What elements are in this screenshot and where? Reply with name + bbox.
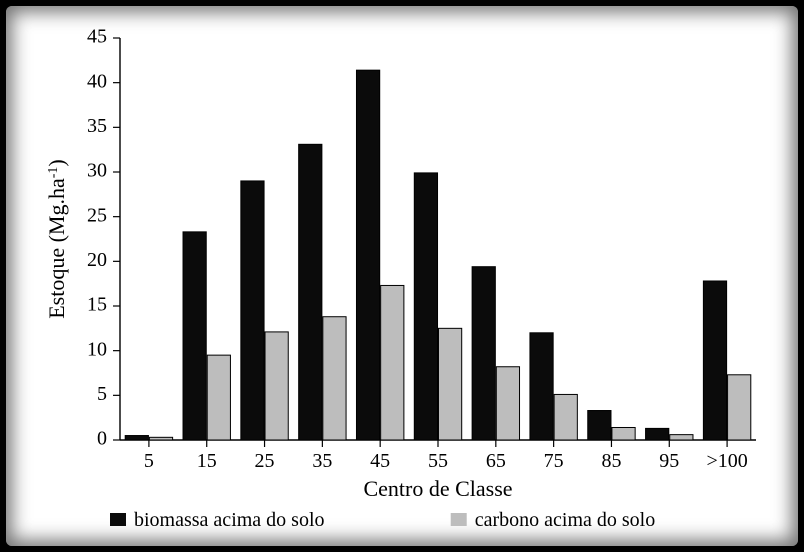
y-tick-label: 25: [87, 204, 107, 226]
bar: [554, 394, 577, 440]
bar: [438, 328, 461, 440]
chart-area: 0 5 10 15 20 25 30 35 40 45 Estoque (Mg.ha-1) 5 15 25…: [34, 28, 770, 532]
x-tick-label: 35: [312, 450, 332, 472]
bar: [646, 428, 669, 440]
bar: [241, 181, 264, 440]
y-tick-label: 40: [87, 70, 107, 92]
x-axis-label: Centro de Classe: [363, 476, 512, 501]
x-tick-label: 65: [486, 450, 506, 472]
y-tick-label: 45: [87, 28, 107, 48]
bar: [728, 375, 751, 440]
legend-label: carbono acima do solo: [475, 509, 655, 526]
bar: [183, 232, 206, 440]
bar: [299, 144, 322, 440]
bar-chart: 0 5 10 15 20 25 30 35 40 45 Estoque (Mg.ha-1) 5 15 25…: [34, 28, 774, 526]
y-axis-label: Estoque (Mg.ha-1): [44, 159, 69, 319]
x-tick-label: 5: [144, 450, 154, 472]
bar: [149, 437, 172, 440]
x-tick-label: 95: [659, 450, 679, 472]
bar: [703, 281, 726, 440]
bar: [588, 411, 611, 440]
x-tick-label: 55: [428, 450, 448, 472]
bar: [265, 332, 288, 440]
y-tick-label: 10: [87, 338, 107, 360]
bar: [414, 173, 437, 440]
bar: [356, 70, 379, 440]
x-tick-label: 25: [255, 450, 275, 472]
bar: [381, 285, 404, 440]
bar: [530, 333, 553, 440]
y-tick-label: 5: [97, 383, 107, 405]
x-tick-label: 85: [601, 450, 621, 472]
legend-swatch: [110, 513, 126, 526]
x-tick-label: 45: [370, 450, 390, 472]
y-tick-label: 0: [97, 428, 107, 450]
legend-swatch: [451, 513, 467, 526]
bar: [207, 355, 230, 440]
x-tick-label: 75: [544, 450, 564, 472]
bar: [496, 367, 519, 440]
y-tick-label: 20: [87, 249, 107, 271]
y-tick-label: 30: [87, 160, 107, 182]
x-tick-label: 15: [197, 450, 217, 472]
y-tick-label: 35: [87, 115, 107, 137]
bar: [472, 267, 495, 440]
x-tick-label: >100: [706, 450, 747, 472]
bar: [612, 427, 635, 440]
y-tick-label: 15: [87, 294, 107, 316]
bar: [670, 435, 693, 440]
bar: [125, 436, 148, 440]
bar: [323, 317, 346, 440]
chart-frame: 0 5 10 15 20 25 30 35 40 45 Estoque (Mg.ha-1) 5 15 25…: [6, 6, 798, 546]
legend-label: biomassa acima do solo: [134, 509, 325, 526]
